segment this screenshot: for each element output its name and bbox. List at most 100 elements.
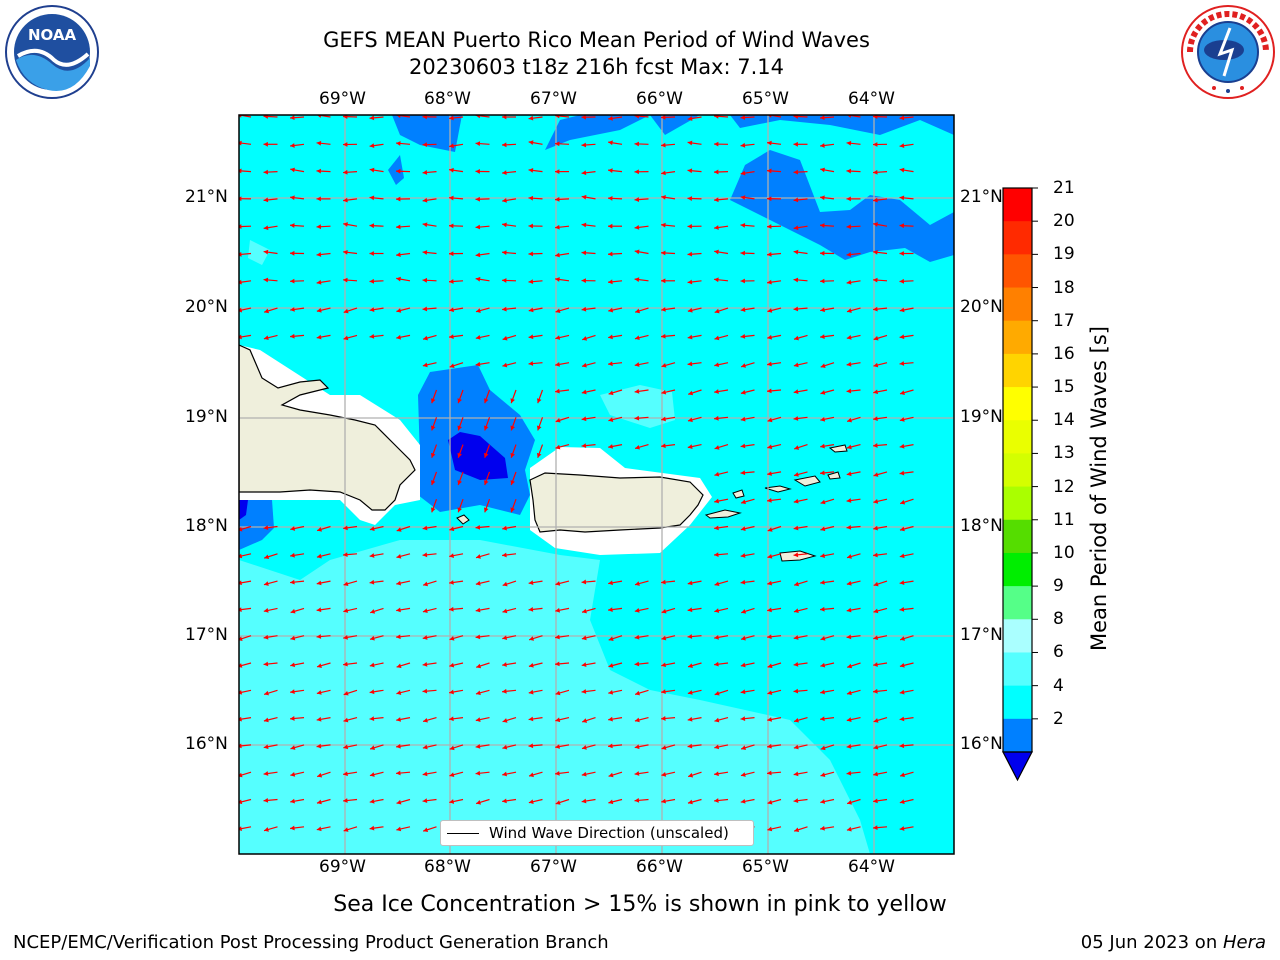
- wave-arrow-head: [581, 579, 587, 585]
- wave-arrow-head: [661, 745, 667, 750]
- wave-arrow-head: [634, 744, 640, 750]
- x-tick-bottom-69w: 69°W: [319, 857, 366, 877]
- wave-arrow-head: [581, 194, 587, 200]
- wave-arrow-head: [316, 826, 322, 832]
- wave-arrow-head: [688, 772, 694, 778]
- wave-arrow-head: [714, 197, 719, 203]
- wave-arrow-head: [555, 661, 560, 667]
- wave-arrow-head: [449, 662, 455, 668]
- wave-arrow-head: [290, 526, 296, 531]
- wave-arrow-head: [846, 607, 852, 613]
- wave-arrow-head: [502, 581, 508, 587]
- wave-arrow-head: [900, 499, 906, 505]
- wave-arrow-head: [794, 581, 800, 587]
- colorbar-tick-label: 13: [1053, 443, 1075, 464]
- wave-arrow-head: [846, 717, 852, 722]
- wave-arrow-head: [510, 507, 515, 513]
- colorbar-tick-label: 2: [1053, 708, 1064, 729]
- wave-arrow-head: [793, 744, 799, 750]
- island-mona: [456, 514, 470, 525]
- wave-arrow-head: [899, 662, 905, 668]
- wave-arrow-head: [370, 609, 376, 614]
- wave-arrow-head: [714, 249, 719, 255]
- wave-arrow-head: [581, 142, 587, 148]
- wave-arrow-head: [714, 525, 719, 531]
- wave-arrow-head: [741, 609, 747, 614]
- grid-lines: [239, 115, 954, 854]
- wave-arrow-head: [457, 452, 462, 458]
- wave-arrow-head: [714, 798, 719, 803]
- wave-arrow-head: [873, 389, 879, 395]
- wave-arrow-head: [316, 279, 322, 285]
- wave-arrow-head: [767, 743, 772, 749]
- wave-arrow-head: [290, 579, 295, 585]
- wave-arrow-head: [634, 224, 640, 230]
- wave-arrow-head: [873, 306, 878, 312]
- x-tick-bottom-68w: 68°W: [424, 857, 471, 877]
- wave-arrow-head: [290, 143, 295, 148]
- wave-arrow-head: [687, 417, 693, 423]
- wave-arrow-head: [502, 718, 508, 723]
- y-tick-right-16n: 16°N: [960, 734, 1003, 754]
- y-tick-left-19n: 19°N: [185, 407, 228, 427]
- wave-arrow-head: [793, 249, 799, 255]
- footer-organization: NCEP/EMC/Verification Post Processing Pr…: [13, 932, 609, 953]
- wave-arrow-head: [449, 799, 455, 804]
- wave-arrow-head: [793, 688, 799, 694]
- wave-arrow-head: [714, 141, 719, 147]
- wave-arrow-head: [873, 277, 878, 283]
- wave-arrow-head: [555, 607, 561, 613]
- wave-arrow-head: [687, 251, 693, 257]
- wave-arrow-head: [263, 634, 269, 640]
- legend-label: Wind Wave Direction (unscaled): [489, 824, 729, 842]
- wave-arrow-head: [290, 772, 296, 777]
- wave-arrow-head: [475, 524, 481, 530]
- wave-arrow-head: [422, 197, 428, 203]
- wave-arrow-head: [529, 636, 535, 641]
- wave-arrow-head: [608, 444, 614, 449]
- wave-arrow-head: [290, 167, 295, 173]
- wave-arrow-head: [290, 307, 295, 312]
- wave-arrow-head: [873, 771, 879, 777]
- wave-arrow-head: [369, 689, 375, 695]
- wave-arrow-head: [449, 553, 455, 558]
- wave-arrow-head: [873, 335, 879, 341]
- wave-arrow-head: [687, 690, 693, 695]
- wave-arrow-head: [369, 798, 375, 804]
- wave-arrow-head: [290, 825, 295, 831]
- wave-arrow-head: [396, 308, 402, 313]
- wave-arrow-head: [430, 507, 436, 513]
- wave-arrow-head: [582, 608, 587, 614]
- wave-arrow-head: [555, 169, 560, 174]
- wave-arrow-head: [714, 277, 719, 283]
- colorbar-segment: [1003, 254, 1032, 289]
- wave-arrow-head: [475, 607, 481, 613]
- land-puertorico: [529, 472, 704, 533]
- wave-arrow-head: [767, 717, 773, 722]
- wave-arrow-head: [239, 772, 243, 778]
- wave-arrow-head: [714, 744, 720, 750]
- wave-arrow-head: [634, 335, 640, 341]
- wave-arrow-head: [263, 608, 269, 613]
- wave-arrow-head: [369, 115, 375, 121]
- wave-arrow-head: [793, 472, 799, 477]
- wave-arrow-head: [687, 580, 693, 586]
- wave-arrow-head: [475, 276, 481, 282]
- colorbar-segment: [1003, 353, 1032, 388]
- colorbar-segment: [1003, 420, 1032, 454]
- wave-arrow-head: [555, 388, 560, 394]
- wave-arrow-head: [873, 169, 878, 175]
- wave-arrow-head: [846, 140, 852, 146]
- colorbar-tick-label: 19: [1053, 244, 1075, 265]
- wave-arrow-head: [581, 771, 587, 777]
- wave-arrow-head: [555, 197, 560, 202]
- wave-arrow-head: [528, 168, 534, 173]
- wave-arrow-head: [899, 143, 905, 149]
- wave-arrow-head: [396, 334, 402, 340]
- wave-arrow-head: [740, 526, 746, 531]
- wave-arrow-head: [555, 277, 560, 282]
- wave-arrow-head: [767, 770, 772, 776]
- wave-arrow-head: [740, 772, 746, 777]
- wave-arrow-head: [449, 195, 454, 201]
- wave-arrow-head: [661, 416, 666, 422]
